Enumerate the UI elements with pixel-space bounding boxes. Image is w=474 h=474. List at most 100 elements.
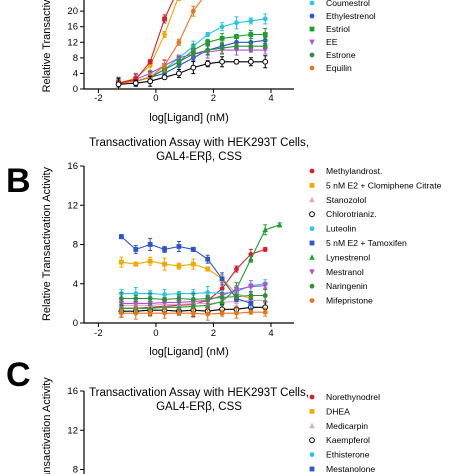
data-point (133, 261, 139, 267)
legend-entry: 5 nM E2 + Clomiphene Citrate (309, 180, 442, 190)
series-curve (118, 0, 178, 84)
data-point (219, 35, 225, 41)
data-point (262, 309, 268, 315)
data-point (147, 78, 154, 85)
data-point (248, 284, 254, 290)
y-tick-label: 12 (67, 37, 78, 48)
data-point (219, 276, 225, 282)
y-tick-label: 8 (73, 53, 78, 64)
data-point (190, 8, 196, 14)
data-point (133, 291, 139, 296)
y-tick-label: 4 (73, 279, 78, 290)
data-point (162, 297, 167, 302)
legend-marker (309, 269, 315, 275)
y-tick-label: 0 (73, 84, 78, 95)
data-point (248, 43, 254, 49)
legend-label: Estrone (326, 50, 356, 60)
data-point (147, 242, 153, 247)
data-point (176, 296, 182, 301)
x-tick-label: 4 (268, 328, 273, 339)
series-curve (121, 236, 251, 304)
legend-marker (309, 52, 315, 58)
data-point (262, 293, 268, 298)
legend-label: DHEA (326, 406, 350, 416)
plot-area (118, 221, 283, 321)
legend-label: Lynestrenol (326, 252, 370, 262)
data-point (234, 294, 239, 299)
data-point (262, 16, 268, 22)
y-tick-label: 12 (67, 425, 78, 436)
legend-label: Equilin (326, 63, 352, 73)
legend-marker (309, 466, 315, 472)
legend-label: Naringenin (326, 281, 368, 291)
data-point (233, 287, 240, 293)
data-point (176, 59, 182, 65)
x-tick-label: 2 (211, 93, 216, 104)
legend-entry: Estrone (309, 50, 356, 60)
legend-entry: Ethylestrenol (309, 11, 376, 21)
data-point (276, 221, 283, 228)
legend-entry: DHEA (309, 406, 350, 416)
y-tick-label: 16 (67, 22, 78, 33)
data-point (234, 266, 239, 272)
data-point (205, 266, 211, 272)
x-tick-label: -2 (94, 93, 102, 104)
y-axis-label: Relative Transactivation (41, 0, 53, 92)
legend-label: Luteolin (326, 224, 356, 234)
legend-marker (309, 254, 315, 260)
data-point (248, 18, 254, 24)
data-point (262, 247, 268, 252)
legend-label: 5 nM E2 + Tamoxifen (326, 238, 407, 248)
data-point (190, 261, 196, 267)
legend-marker (309, 39, 315, 45)
data-point (262, 43, 268, 49)
y-axis-label: Relative Transactivation Activity (41, 166, 53, 321)
data-point (162, 247, 167, 252)
y-tick-label: 16 (67, 386, 78, 397)
y-axis-label: ansactivation Activity (41, 377, 53, 474)
data-point (147, 310, 153, 316)
legend-marker (309, 226, 315, 232)
legend-entry: Norethynodrel (309, 392, 380, 402)
series-curve (121, 224, 280, 309)
legend-marker (309, 65, 315, 71)
data-point (147, 63, 153, 69)
data-point (132, 300, 139, 307)
data-point (205, 256, 211, 262)
data-point (190, 247, 196, 252)
legend-entry: Mestanolone (309, 464, 375, 474)
legend-entry: Kaempferol (309, 435, 370, 445)
data-point (190, 303, 197, 309)
data-point (118, 310, 124, 316)
data-point (133, 296, 139, 301)
legend-label: Norethynodrel (326, 392, 380, 402)
data-point (162, 292, 167, 297)
legend-marker (309, 13, 315, 19)
data-point (133, 310, 139, 316)
legend-label: Chlorotrianiz. (326, 209, 377, 219)
legend-entry: Equilin (309, 63, 352, 73)
data-point (162, 16, 167, 22)
data-point (147, 59, 153, 65)
data-point (176, 39, 182, 45)
data-point (147, 296, 153, 301)
legend-label: Estriol (326, 24, 350, 34)
x-axis-label: log[Ligand] (nM) (149, 346, 229, 358)
data-point (115, 81, 122, 88)
data-point (161, 74, 168, 81)
legend-marker (309, 283, 315, 289)
data-point (219, 45, 225, 51)
legend-label: Mestranol (326, 267, 364, 277)
data-point (219, 24, 225, 30)
legend-marker (309, 298, 315, 303)
legend-label: Ethisterone (326, 450, 370, 460)
data-point (262, 283, 269, 289)
chart-title: Transactivation Assay with HEK293T Cells… (89, 137, 309, 149)
data-point (176, 70, 182, 77)
data-point (205, 47, 211, 53)
legend-entry: Luteolin (309, 224, 356, 234)
data-point (147, 258, 153, 264)
data-point (205, 32, 211, 37)
legend-label: Mestanolone (326, 464, 375, 474)
